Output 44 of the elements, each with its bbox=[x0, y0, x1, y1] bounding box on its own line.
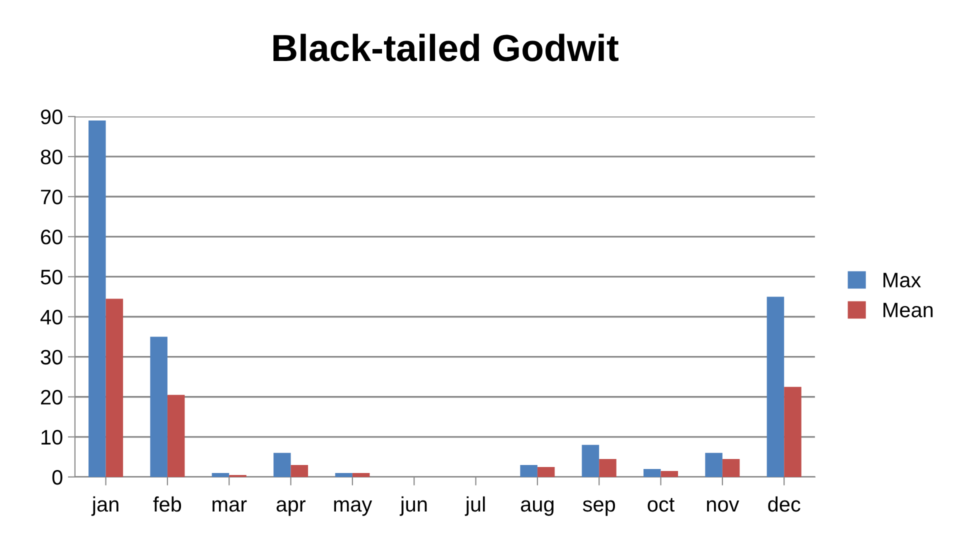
y-tick-label: 70 bbox=[41, 190, 62, 204]
bar bbox=[167, 394, 185, 477]
bar bbox=[599, 458, 616, 477]
x-tick-label: nov bbox=[707, 500, 740, 512]
bar bbox=[766, 296, 784, 477]
x-tick-label: jul bbox=[464, 496, 485, 516]
bar bbox=[582, 444, 600, 477]
x-tick-label: may bbox=[334, 500, 372, 516]
x-tick-label: feb bbox=[153, 496, 182, 512]
bar bbox=[352, 472, 370, 477]
legend-label: Max bbox=[884, 272, 921, 288]
y-tick-label: 60 bbox=[41, 230, 62, 244]
y-tick-label: 10 bbox=[42, 430, 62, 445]
x-tick-label: jan bbox=[91, 496, 118, 516]
y-tick-label: 30 bbox=[40, 350, 62, 365]
x-tick-label: apr bbox=[276, 500, 306, 516]
bar bbox=[150, 336, 168, 477]
bar bbox=[537, 466, 555, 477]
bar bbox=[335, 472, 352, 477]
y-tick-label: 90 bbox=[40, 110, 62, 124]
bar bbox=[274, 452, 291, 477]
bar bbox=[784, 386, 802, 477]
bar bbox=[290, 464, 308, 477]
bar bbox=[722, 458, 740, 477]
y-tick-label: 50 bbox=[40, 270, 62, 284]
legend-label: Mean bbox=[884, 302, 933, 318]
y-tick-label: 20 bbox=[41, 390, 62, 405]
x-tick-label: oct bbox=[648, 498, 675, 512]
bar bbox=[106, 298, 124, 477]
y-tick-label: 40 bbox=[40, 310, 62, 325]
bar bbox=[644, 468, 661, 477]
bar bbox=[705, 452, 722, 477]
chart-title: Black-tailed Godwit bbox=[273, 34, 618, 62]
bar bbox=[212, 472, 230, 477]
y-tick-label: 0 bbox=[52, 470, 62, 485]
y-tick-label: 80 bbox=[40, 150, 62, 164]
bar bbox=[660, 470, 678, 477]
bar bbox=[88, 120, 106, 477]
x-tick-label: jun bbox=[400, 496, 427, 516]
x-tick-label: sep bbox=[582, 500, 616, 516]
bar bbox=[520, 464, 538, 477]
x-tick-label: aug bbox=[520, 500, 554, 516]
x-tick-label: dec bbox=[768, 496, 800, 512]
x-tick-label: mar bbox=[212, 500, 247, 512]
